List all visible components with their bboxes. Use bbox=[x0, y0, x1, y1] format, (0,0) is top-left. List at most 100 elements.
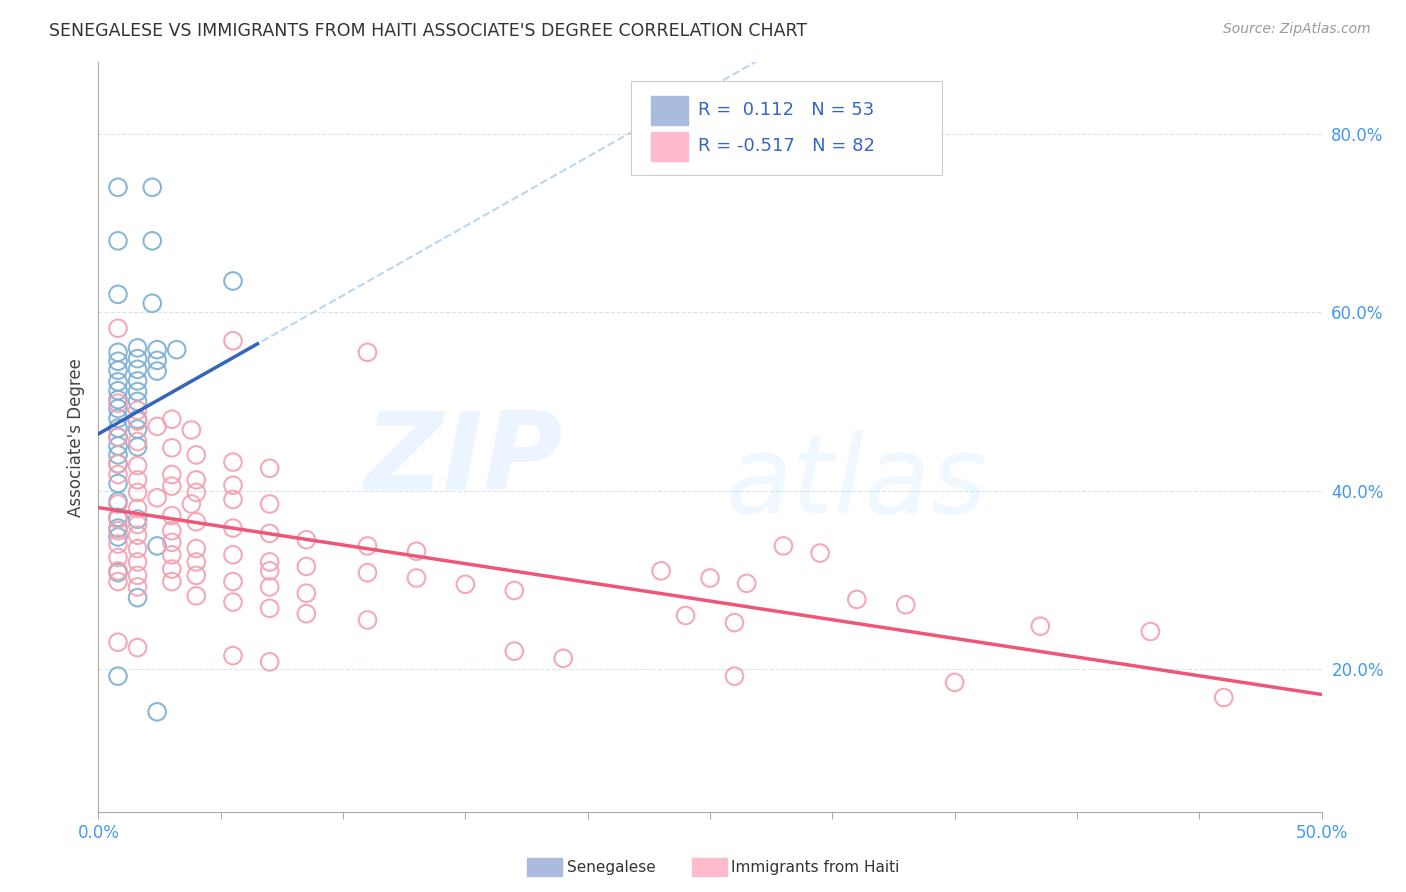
Text: SENEGALESE VS IMMIGRANTS FROM HAITI ASSOCIATE'S DEGREE CORRELATION CHART: SENEGALESE VS IMMIGRANTS FROM HAITI ASSO… bbox=[49, 22, 807, 40]
Point bbox=[160, 574, 183, 589]
Point bbox=[259, 497, 281, 511]
Point bbox=[186, 541, 208, 556]
Text: Senegalese: Senegalese bbox=[567, 860, 655, 874]
Point bbox=[107, 635, 129, 649]
Point bbox=[553, 651, 575, 665]
Point bbox=[160, 535, 183, 549]
Point bbox=[107, 287, 129, 301]
Point bbox=[141, 180, 163, 194]
Point bbox=[107, 550, 129, 565]
Point bbox=[943, 675, 966, 690]
Point bbox=[107, 510, 129, 524]
Point bbox=[107, 180, 129, 194]
Text: Source: ZipAtlas.com: Source: ZipAtlas.com bbox=[1223, 22, 1371, 37]
Point bbox=[222, 334, 245, 348]
Point bbox=[222, 648, 245, 663]
Point bbox=[160, 479, 183, 493]
Point bbox=[405, 544, 427, 558]
Point bbox=[127, 473, 149, 487]
Point bbox=[146, 491, 169, 505]
Point bbox=[127, 351, 149, 366]
Point bbox=[107, 354, 129, 368]
Y-axis label: Associate's Degree: Associate's Degree bbox=[66, 358, 84, 516]
Point bbox=[127, 568, 149, 582]
Text: R =  0.112   N = 53: R = 0.112 N = 53 bbox=[697, 102, 875, 120]
Point bbox=[160, 548, 183, 562]
Point bbox=[160, 441, 183, 455]
Point bbox=[772, 539, 794, 553]
Point bbox=[107, 396, 129, 410]
Point bbox=[186, 485, 208, 500]
Point bbox=[107, 564, 129, 578]
Point bbox=[127, 517, 149, 532]
Point bbox=[186, 589, 208, 603]
Point bbox=[127, 341, 149, 355]
Point bbox=[222, 521, 245, 535]
Point bbox=[186, 568, 208, 582]
Point bbox=[222, 595, 245, 609]
Point bbox=[146, 705, 169, 719]
Point bbox=[160, 467, 183, 482]
Point bbox=[295, 533, 318, 547]
Point bbox=[295, 607, 318, 621]
Point bbox=[735, 576, 758, 591]
Point bbox=[107, 375, 129, 389]
Point bbox=[259, 655, 281, 669]
Point bbox=[259, 601, 281, 615]
Point bbox=[127, 501, 149, 516]
Point bbox=[107, 234, 129, 248]
Point bbox=[107, 430, 129, 444]
Point bbox=[107, 494, 129, 508]
Point bbox=[894, 598, 917, 612]
Point bbox=[166, 343, 188, 357]
Point bbox=[1029, 619, 1052, 633]
Point bbox=[127, 394, 149, 409]
Point bbox=[356, 613, 378, 627]
Point bbox=[127, 541, 149, 556]
Text: atlas: atlas bbox=[725, 430, 988, 534]
Point bbox=[107, 537, 129, 551]
Point bbox=[808, 546, 831, 560]
Point bbox=[259, 526, 281, 541]
Point bbox=[146, 539, 169, 553]
Point bbox=[295, 586, 318, 600]
Point bbox=[454, 577, 477, 591]
Point bbox=[650, 564, 672, 578]
Point bbox=[675, 608, 697, 623]
Point bbox=[127, 403, 149, 417]
Point bbox=[107, 669, 129, 683]
Point bbox=[127, 434, 149, 449]
Point bbox=[356, 566, 378, 580]
Point bbox=[723, 615, 745, 630]
Text: ZIP: ZIP bbox=[366, 407, 564, 513]
Point bbox=[222, 492, 245, 507]
Point bbox=[1212, 690, 1234, 705]
Point bbox=[146, 419, 169, 434]
FancyBboxPatch shape bbox=[630, 81, 942, 175]
Point bbox=[107, 457, 129, 471]
Point bbox=[356, 345, 378, 359]
Point bbox=[107, 524, 129, 538]
Point bbox=[180, 423, 202, 437]
Point bbox=[141, 296, 163, 310]
Point bbox=[186, 555, 208, 569]
Point bbox=[107, 476, 129, 491]
Point bbox=[160, 524, 183, 538]
Point bbox=[127, 485, 149, 500]
Point bbox=[186, 473, 208, 487]
Point bbox=[1139, 624, 1161, 639]
Point bbox=[222, 548, 245, 562]
Point bbox=[127, 422, 149, 436]
Point bbox=[222, 574, 245, 589]
Point bbox=[127, 591, 149, 605]
Point bbox=[186, 448, 208, 462]
Bar bbox=[651, 96, 688, 125]
Point bbox=[127, 440, 149, 454]
Point bbox=[127, 640, 149, 655]
Point bbox=[127, 362, 149, 376]
Point bbox=[107, 411, 129, 425]
Point bbox=[259, 555, 281, 569]
Point bbox=[107, 574, 129, 589]
Point bbox=[107, 497, 129, 511]
Point bbox=[107, 345, 129, 359]
